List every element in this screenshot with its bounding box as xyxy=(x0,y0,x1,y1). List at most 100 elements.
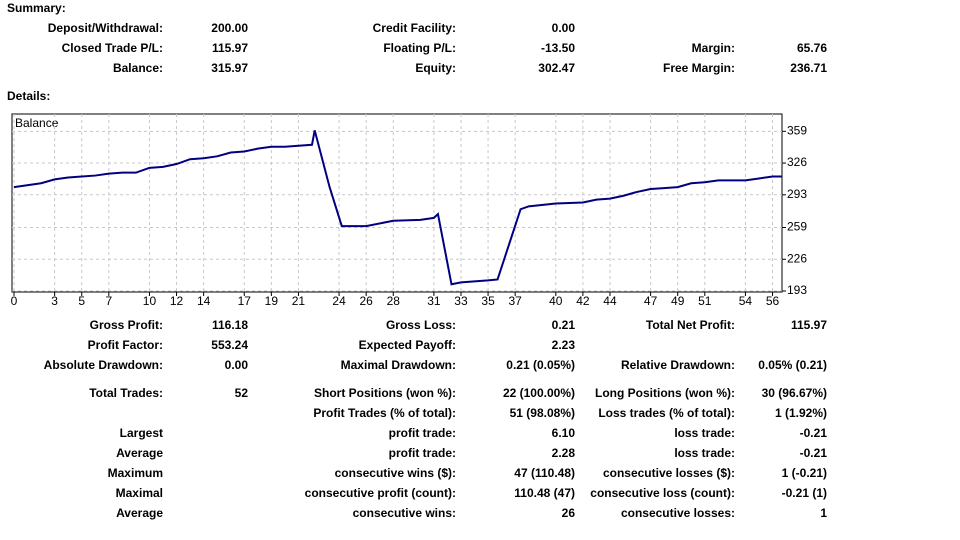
y-tick-label: 359 xyxy=(787,123,807,137)
label: Loss trades (% of total): xyxy=(598,406,735,420)
label: Profit Trades (% of total): xyxy=(313,406,456,420)
label: consecutive loss (count): xyxy=(590,486,735,500)
label: Floating P/L: xyxy=(383,41,456,55)
label: Free Margin: xyxy=(662,61,735,75)
x-tick-label: 3 xyxy=(51,294,58,308)
value: 302.47 xyxy=(538,61,575,75)
summary-title: Summary: xyxy=(7,1,66,15)
x-tick-label: 28 xyxy=(387,294,401,308)
y-tick-label: 293 xyxy=(787,187,807,201)
x-tick-label: 17 xyxy=(238,294,252,308)
label: Relative Drawdown: xyxy=(620,358,735,372)
label: Total Trades: xyxy=(89,386,163,400)
label: Average xyxy=(116,506,163,520)
value: 51 (98.08%) xyxy=(509,406,575,420)
label: Maximal Drawdown: xyxy=(340,358,456,372)
label: loss trade: xyxy=(674,446,735,460)
y-tick-label: 326 xyxy=(787,155,807,169)
label: Equity: xyxy=(415,61,456,75)
value: 2.28 xyxy=(551,446,575,460)
x-tick-label: 7 xyxy=(105,294,112,308)
value: 236.71 xyxy=(790,61,827,75)
y-tick-label: 226 xyxy=(787,251,807,265)
label: Balance: xyxy=(112,61,163,75)
label: Long Positions (won %): xyxy=(595,386,735,400)
label: profit trade: xyxy=(388,446,456,460)
x-tick-label: 19 xyxy=(265,294,279,308)
label: Gross Profit: xyxy=(89,318,163,332)
label: consecutive wins ($): xyxy=(334,466,456,480)
x-tick-label: 31 xyxy=(427,294,441,308)
x-tick-label: 14 xyxy=(197,294,211,308)
label: consecutive profit (count): xyxy=(304,486,456,500)
value: 1 (-0.21) xyxy=(781,466,827,480)
value: 65.76 xyxy=(796,41,827,55)
value: -0.21 xyxy=(799,426,827,440)
label: consecutive wins: xyxy=(352,506,456,520)
x-tick-label: 54 xyxy=(739,294,753,308)
value: 200.00 xyxy=(211,21,248,35)
value: 110.48 (47) xyxy=(514,486,575,500)
balance-line xyxy=(13,130,782,286)
label: Closed Trade P/L: xyxy=(61,41,163,55)
label: Short Positions (won %): xyxy=(314,386,456,400)
value: 115.97 xyxy=(211,41,248,55)
label: Maximum xyxy=(107,466,163,480)
x-tick-label: 35 xyxy=(481,294,495,308)
x-tick-label: 47 xyxy=(644,294,658,308)
value: 0.21 (0.05%) xyxy=(506,358,575,372)
label: Total Net Profit: xyxy=(645,318,735,332)
label: Average xyxy=(116,446,163,460)
value: -0.21 (1) xyxy=(781,486,827,500)
label: Largest xyxy=(119,426,163,440)
label: Gross Loss: xyxy=(385,318,456,332)
value: 26 xyxy=(561,506,575,520)
value: 0.00 xyxy=(224,358,248,372)
label: Absolute Drawdown: xyxy=(43,358,163,372)
x-tick-label: 0 xyxy=(11,294,18,308)
x-tick-label: 5 xyxy=(78,294,85,308)
chart-legend: Balance xyxy=(15,116,59,130)
x-tick-label: 49 xyxy=(671,294,685,308)
details-title: Details: xyxy=(7,89,51,103)
value: 1 xyxy=(820,506,827,520)
value: 115.97 xyxy=(790,318,827,332)
x-tick-label: 51 xyxy=(698,294,712,308)
value: 22 (100.00%) xyxy=(502,386,575,400)
x-tick-label: 26 xyxy=(359,294,373,308)
x-tick-label: 21 xyxy=(292,294,306,308)
value: -13.50 xyxy=(540,41,575,55)
chart-frame xyxy=(11,113,783,293)
x-tick-label: 10 xyxy=(143,294,157,308)
value: 0.05% (0.21) xyxy=(758,358,827,372)
x-tick-label: 37 xyxy=(508,294,522,308)
label: Profit Factor: xyxy=(87,338,163,352)
value: 0.21 xyxy=(551,318,575,332)
label: consecutive losses ($): xyxy=(602,466,735,480)
x-tick-label: 42 xyxy=(576,294,590,308)
label: Expected Payoff: xyxy=(358,338,456,352)
value: 30 (96.67%) xyxy=(761,386,827,400)
x-tick-label: 24 xyxy=(332,294,346,308)
label: Deposit/Withdrawal: xyxy=(47,21,163,35)
value: 315.97 xyxy=(211,61,248,75)
x-tick-label: 33 xyxy=(454,294,468,308)
value: 2.23 xyxy=(551,338,575,352)
value: 1 (1.92%) xyxy=(774,406,827,420)
y-tick-label: 259 xyxy=(787,220,807,234)
x-tick-label: 40 xyxy=(549,294,563,308)
label: profit trade: xyxy=(388,426,456,440)
value: -0.21 xyxy=(799,446,827,460)
x-tick-label: 12 xyxy=(170,294,184,308)
value: 116.18 xyxy=(211,318,248,332)
value: 0.00 xyxy=(551,21,575,35)
value: 553.24 xyxy=(211,338,248,352)
value: 47 (110.48) xyxy=(514,466,575,480)
label: Margin: xyxy=(691,41,735,55)
label: loss trade: xyxy=(674,426,735,440)
label: Maximal xyxy=(115,486,163,500)
label: Credit Facility: xyxy=(372,21,456,35)
value: 52 xyxy=(234,386,248,400)
